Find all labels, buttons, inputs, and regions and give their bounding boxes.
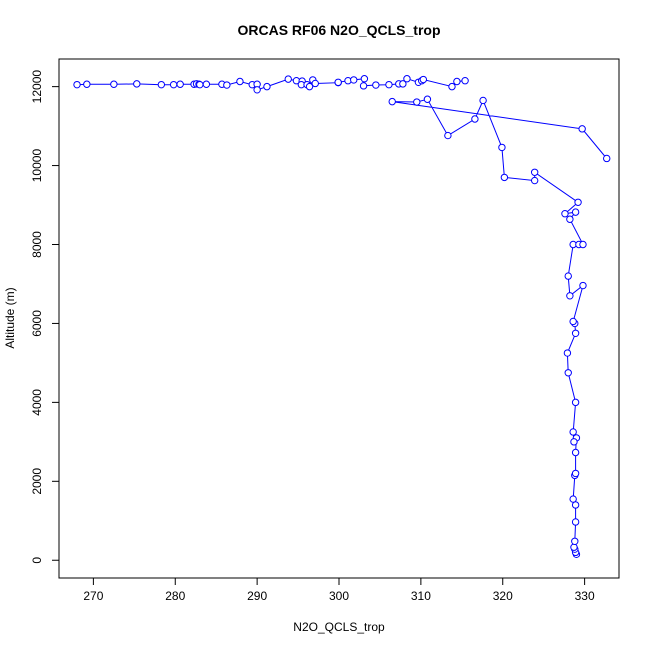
data-point bbox=[571, 329, 580, 338]
data-point bbox=[603, 154, 611, 163]
data-point bbox=[479, 96, 487, 105]
data-point bbox=[305, 82, 314, 91]
data-point bbox=[564, 369, 572, 377]
data-point bbox=[500, 173, 509, 182]
data-point bbox=[571, 208, 580, 216]
data-point bbox=[236, 77, 244, 86]
data-point bbox=[223, 81, 231, 89]
data-point bbox=[419, 75, 428, 84]
x-axis: 270 280 290 300 310 320 330 bbox=[83, 577, 595, 603]
data-point bbox=[461, 77, 469, 85]
data-point bbox=[471, 115, 479, 123]
data-point bbox=[334, 78, 342, 86]
data-point bbox=[571, 398, 580, 407]
x-tick-label: 270 bbox=[83, 589, 103, 603]
data-point bbox=[569, 317, 577, 326]
data-point bbox=[372, 81, 380, 89]
data-point bbox=[566, 292, 574, 300]
y-tick-label: 12000 bbox=[30, 70, 44, 104]
x-tick-label: 280 bbox=[165, 589, 185, 603]
data-point bbox=[579, 240, 587, 249]
data-point bbox=[110, 80, 118, 88]
data-point bbox=[176, 80, 184, 88]
data-point bbox=[571, 448, 580, 457]
y-tick-label: 8000 bbox=[30, 231, 44, 258]
chart-title: ORCAS RF06 N2O_QCLS_trop bbox=[237, 22, 440, 38]
x-tick-label: 290 bbox=[247, 589, 267, 603]
y-axis-label: Altitude (m) bbox=[3, 287, 17, 348]
data-point bbox=[360, 75, 369, 83]
data-point bbox=[413, 98, 421, 106]
data-point bbox=[561, 210, 569, 218]
x-tick-label: 310 bbox=[411, 589, 431, 603]
data-point bbox=[574, 198, 582, 206]
data-point bbox=[448, 82, 456, 91]
data-point bbox=[83, 80, 91, 88]
y-tick-label: 2000 bbox=[30, 468, 44, 495]
data-point bbox=[530, 168, 539, 176]
data-point bbox=[453, 77, 461, 86]
data-point bbox=[284, 75, 292, 83]
data-point bbox=[571, 537, 579, 545]
data-point bbox=[157, 80, 166, 89]
data-point bbox=[196, 80, 204, 89]
data-series bbox=[73, 75, 611, 559]
data-point bbox=[423, 95, 432, 103]
plot-frame bbox=[58, 58, 620, 579]
y-tick-label: 0 bbox=[30, 557, 44, 564]
data-point bbox=[253, 86, 261, 94]
data-point bbox=[385, 80, 393, 89]
data-point bbox=[73, 80, 81, 89]
data-point bbox=[566, 215, 574, 223]
data-point bbox=[359, 82, 368, 90]
data-point bbox=[564, 272, 572, 280]
x-tick-label: 330 bbox=[575, 589, 595, 603]
x-tick-label: 300 bbox=[329, 589, 349, 603]
data-point bbox=[571, 518, 580, 526]
data-point bbox=[530, 176, 539, 185]
data-point bbox=[311, 79, 319, 88]
data-point bbox=[133, 80, 141, 88]
y-tick-label: 6000 bbox=[30, 310, 44, 337]
data-point bbox=[569, 495, 577, 503]
y-tick-label: 10000 bbox=[30, 149, 44, 183]
data-point bbox=[579, 281, 587, 290]
data-point bbox=[399, 80, 407, 88]
data-point bbox=[578, 125, 586, 133]
data-point bbox=[444, 131, 452, 140]
data-point bbox=[350, 76, 358, 84]
data-point bbox=[570, 543, 578, 551]
x-tick-label: 320 bbox=[493, 589, 513, 603]
data-point bbox=[571, 469, 580, 478]
y-tick-label: 4000 bbox=[30, 389, 44, 416]
y-axis: 0 2000 4000 6000 8000 10000 12000 bbox=[30, 70, 60, 564]
data-point bbox=[169, 80, 178, 89]
data-point bbox=[202, 80, 211, 88]
data-point bbox=[498, 143, 506, 152]
x-axis-label: N2O_QCLS_trop bbox=[293, 620, 385, 634]
data-point bbox=[569, 428, 577, 436]
data-point bbox=[388, 97, 396, 106]
data-point bbox=[263, 82, 271, 91]
data-point bbox=[570, 438, 578, 446]
data-point bbox=[563, 349, 572, 357]
data-point bbox=[403, 75, 411, 83]
